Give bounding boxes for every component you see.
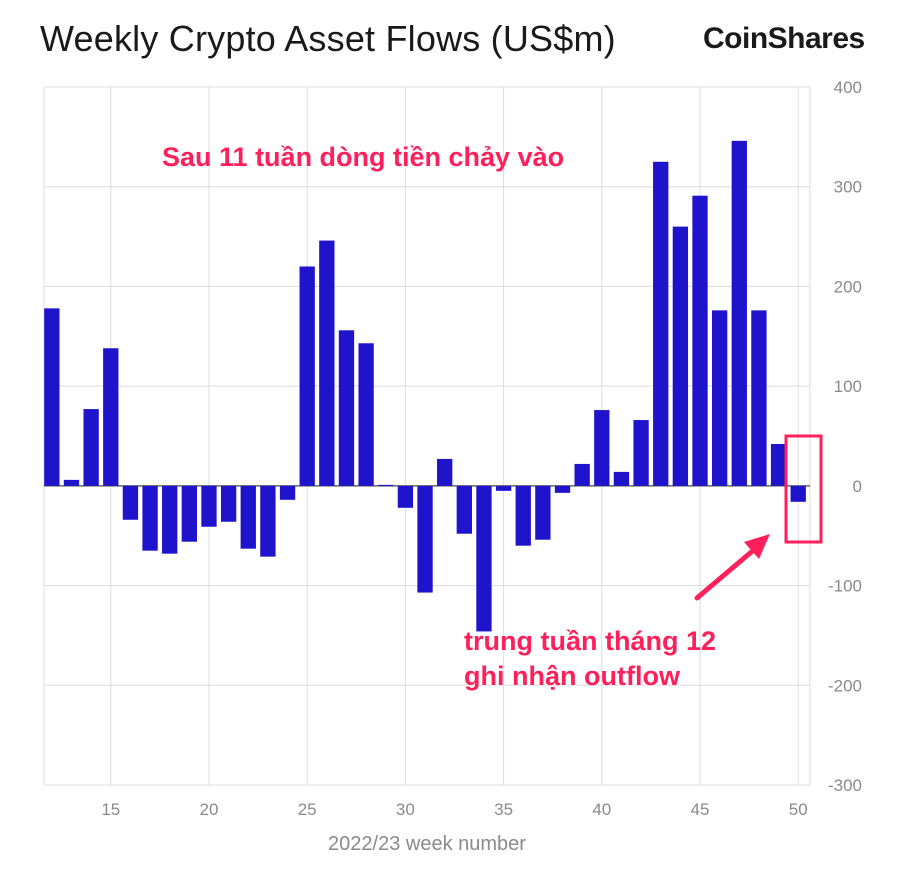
bar-week-33 xyxy=(456,485,472,534)
bar-week-31 xyxy=(417,485,433,593)
bar-week-40 xyxy=(594,410,610,486)
annotation-top: Sau 11 tuần dòng tiền chảy vào xyxy=(162,142,565,172)
bar-week-25 xyxy=(299,266,315,486)
bar-week-38 xyxy=(554,485,571,493)
bar-week-49 xyxy=(770,443,787,486)
bar-week-46 xyxy=(711,310,728,486)
bar-week-35 xyxy=(495,485,512,491)
bar-week-18 xyxy=(162,485,178,554)
bar-week-50 xyxy=(790,485,806,502)
x-tick-label: 25 xyxy=(298,800,317,819)
bar-week-43 xyxy=(653,161,669,486)
bar-week-28 xyxy=(358,343,374,486)
x-tick-label: 50 xyxy=(789,800,808,819)
x-tick-label: 40 xyxy=(592,800,611,819)
y-tick-label: 300 xyxy=(834,178,862,197)
y-tick-label: 200 xyxy=(834,277,862,296)
bar-week-21 xyxy=(220,485,237,522)
bar-week-13 xyxy=(63,479,80,486)
bar-week-24 xyxy=(279,485,296,500)
annotation-bottom-line-2: ghi nhận outflow xyxy=(464,661,680,691)
bar-week-15 xyxy=(103,348,119,486)
bar-week-17 xyxy=(142,485,158,551)
bar-week-30 xyxy=(397,485,414,508)
bar-week-37 xyxy=(535,485,551,540)
y-tick-label: -200 xyxy=(828,676,862,695)
highlight-box xyxy=(784,434,823,544)
annotation-bottom: trung tuần tháng 12 ghi nhận outflow xyxy=(464,624,784,694)
bar-week-16 xyxy=(122,485,139,520)
x-tick-label: 30 xyxy=(396,800,415,819)
x-axis-ticks: 15 20 25 30 35 40 45 50 xyxy=(101,800,807,819)
bar-week-20 xyxy=(201,485,217,527)
x-tick-label: 35 xyxy=(494,800,513,819)
bar-week-48 xyxy=(751,310,767,486)
bar-series xyxy=(44,140,806,632)
x-axis-label: 2022/23 week number xyxy=(328,833,526,855)
highlight-annotation xyxy=(694,434,823,601)
bar-week-14 xyxy=(83,409,99,486)
bar-week-36 xyxy=(515,485,531,546)
bar-week-45 xyxy=(692,195,708,486)
y-tick-label: -100 xyxy=(828,577,862,596)
y-tick-label: -300 xyxy=(828,776,862,795)
bar-week-39 xyxy=(574,463,590,486)
bar-week-32 xyxy=(437,458,453,486)
bar-week-19 xyxy=(181,485,198,542)
bar-week-29 xyxy=(378,484,394,486)
y-tick-label: 400 xyxy=(834,78,862,97)
y-axis-ticks: -300 -200 -100 0 100 200 300 400 xyxy=(828,78,862,795)
bar-week-27 xyxy=(338,330,355,486)
bar-week-12 xyxy=(44,308,60,486)
brand-logo: CoinShares xyxy=(703,22,865,55)
bar-week-44 xyxy=(672,226,689,486)
annotation-bottom-line-1: trung tuần tháng 12 xyxy=(464,626,716,656)
x-tick-label: 20 xyxy=(200,800,219,819)
highlight-arrow-shaft xyxy=(694,545,759,601)
x-tick-label: 15 xyxy=(101,800,120,819)
bar-week-26 xyxy=(319,240,335,486)
y-tick-label: 100 xyxy=(834,377,862,396)
bar-week-22 xyxy=(240,485,256,549)
bar-week-34 xyxy=(476,485,492,632)
bar-week-41 xyxy=(613,471,630,486)
x-tick-label: 45 xyxy=(691,800,710,819)
chart-title: Weekly Crypto Asset Flows (US$m) xyxy=(40,18,616,59)
bar-week-23 xyxy=(260,485,276,557)
bar-week-47 xyxy=(731,140,747,486)
highlight-arrow-head xyxy=(744,534,770,559)
y-tick-label: 0 xyxy=(853,477,862,496)
bar-week-42 xyxy=(633,420,649,486)
